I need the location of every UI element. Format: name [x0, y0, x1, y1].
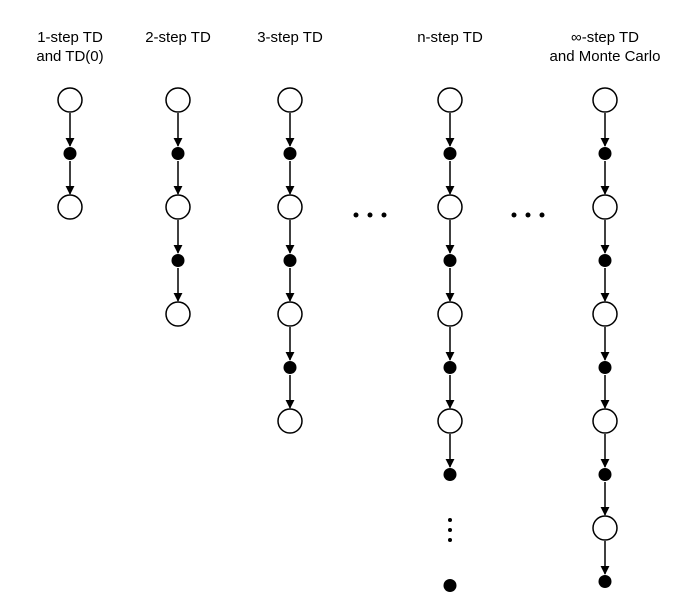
horizontal-ellipsis: [354, 213, 387, 218]
state-node: [278, 195, 302, 219]
state-node: [438, 302, 462, 326]
horizontal-ellipsis: [512, 213, 545, 218]
action-node: [284, 361, 297, 374]
state-node: [593, 302, 617, 326]
column-label: 2-step TD: [145, 29, 211, 46]
state-node: [593, 195, 617, 219]
state-node: [166, 302, 190, 326]
state-node: [278, 88, 302, 112]
state-node: [593, 409, 617, 433]
column-label: 3-step TD: [257, 29, 323, 46]
action-node: [599, 468, 612, 481]
action-node: [444, 579, 457, 592]
action-node: [444, 361, 457, 374]
state-node: [166, 195, 190, 219]
action-node: [599, 147, 612, 160]
column-label: ∞-step TDand Monte Carlo: [550, 29, 661, 65]
action-node: [284, 254, 297, 267]
action-node: [599, 361, 612, 374]
action-node: [444, 468, 457, 481]
action-node: [599, 254, 612, 267]
action-node: [64, 147, 77, 160]
action-node: [172, 254, 185, 267]
state-node: [438, 195, 462, 219]
state-node: [58, 88, 82, 112]
action-node: [172, 147, 185, 160]
state-node: [593, 516, 617, 540]
action-node: [444, 254, 457, 267]
state-node: [438, 409, 462, 433]
state-node: [166, 88, 190, 112]
action-node: [284, 147, 297, 160]
column-label: n-step TD: [417, 29, 483, 46]
backup-diagram: 1-step TDand TD(0) 2-step TD 3-step TD n-st…: [0, 0, 684, 592]
action-node: [599, 575, 612, 588]
vertical-ellipsis: [448, 518, 452, 542]
state-node: [278, 409, 302, 433]
action-node: [444, 147, 457, 160]
state-node: [438, 88, 462, 112]
state-node: [58, 195, 82, 219]
state-node: [593, 88, 617, 112]
state-node: [278, 302, 302, 326]
column-label: 1-step TDand TD(0): [36, 29, 103, 65]
